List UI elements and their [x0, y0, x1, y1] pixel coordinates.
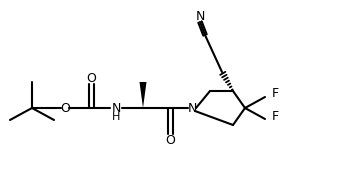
- Polygon shape: [139, 82, 147, 108]
- Text: F: F: [272, 110, 279, 122]
- Text: O: O: [165, 133, 175, 147]
- Text: F: F: [272, 87, 279, 99]
- Text: H: H: [112, 112, 120, 122]
- Text: O: O: [60, 101, 70, 115]
- Text: N: N: [195, 9, 205, 23]
- Text: O: O: [86, 72, 96, 84]
- Text: N: N: [111, 101, 121, 115]
- Text: N: N: [187, 101, 197, 115]
